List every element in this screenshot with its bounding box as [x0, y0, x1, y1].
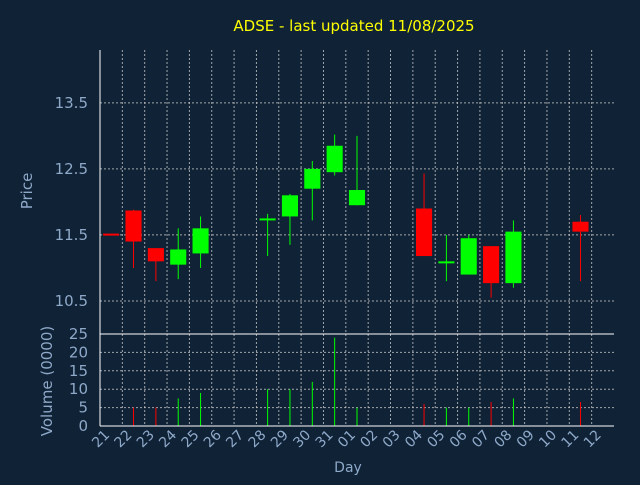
x-tick-label: 05 — [424, 427, 448, 451]
x-tick-label: 07 — [469, 427, 493, 451]
price-tick-label: 10.5 — [55, 292, 88, 310]
price-tick-label: 12.5 — [55, 160, 88, 178]
candle-body-down — [572, 221, 589, 232]
candle-body-up — [170, 249, 187, 265]
x-tick-label: 09 — [514, 427, 538, 451]
volume-bars — [133, 337, 581, 426]
x-tick-label: 25 — [179, 427, 203, 451]
volume-tick-label: 25 — [69, 325, 88, 343]
candle-body-down — [147, 248, 164, 262]
x-tick-label: 08 — [491, 427, 515, 451]
x-tick-label: 23 — [134, 427, 158, 451]
x-tick-label: 24 — [156, 427, 180, 451]
candle-body-up — [259, 218, 276, 221]
candle-body-down — [125, 210, 142, 242]
candle-body-up — [348, 190, 366, 206]
y-axis-label-volume: Volume (0000) — [38, 326, 56, 436]
y-axis-label-price: Price — [18, 173, 36, 210]
volume-tick-label: 5 — [78, 399, 88, 417]
candle-body-up — [326, 145, 343, 173]
x-tick-label: 28 — [246, 427, 270, 451]
candle-body-up — [505, 231, 522, 284]
x-tick-label: 12 — [581, 427, 605, 451]
x-tick-label: 22 — [112, 427, 136, 451]
x-tick-label: 26 — [201, 427, 225, 451]
x-tick-label: 27 — [223, 427, 247, 451]
candle-body-down — [483, 246, 500, 284]
x-tick-label: 10 — [536, 427, 560, 451]
volume-tick-label: 15 — [69, 362, 88, 380]
chart-title: ADSE - last updated 11/08/2025 — [233, 17, 474, 35]
candle-body-up — [192, 228, 209, 254]
x-tick-label: 11 — [559, 427, 583, 451]
grid-lines — [100, 50, 614, 426]
candle-body-down — [103, 233, 120, 236]
x-tick-label: 04 — [402, 427, 426, 451]
candle-body-up — [460, 238, 477, 275]
x-axis-label: Day — [334, 460, 362, 476]
x-tick-label: 31 — [313, 427, 337, 451]
x-tick-label: 06 — [447, 427, 471, 451]
candle-body-down — [415, 208, 433, 257]
candle-body-up — [304, 168, 321, 189]
volume-tick-label: 20 — [69, 343, 88, 361]
candle-body-up — [438, 261, 455, 264]
candle-body-up — [281, 195, 299, 217]
x-tick-label: 03 — [380, 427, 404, 451]
price-candles — [103, 134, 589, 298]
x-tick-label: 29 — [268, 427, 292, 451]
volume-tick-label: 10 — [69, 380, 88, 398]
price-tick-label: 11.5 — [55, 226, 88, 244]
x-tick-label: 21 — [89, 427, 113, 451]
x-tick-label: 01 — [335, 427, 359, 451]
x-tick-label: 02 — [357, 427, 381, 451]
volume-tick-label: 0 — [78, 417, 88, 435]
price-tick-label: 13.5 — [55, 94, 88, 112]
axes — [99, 50, 614, 427]
x-tick-label: 30 — [290, 427, 314, 451]
